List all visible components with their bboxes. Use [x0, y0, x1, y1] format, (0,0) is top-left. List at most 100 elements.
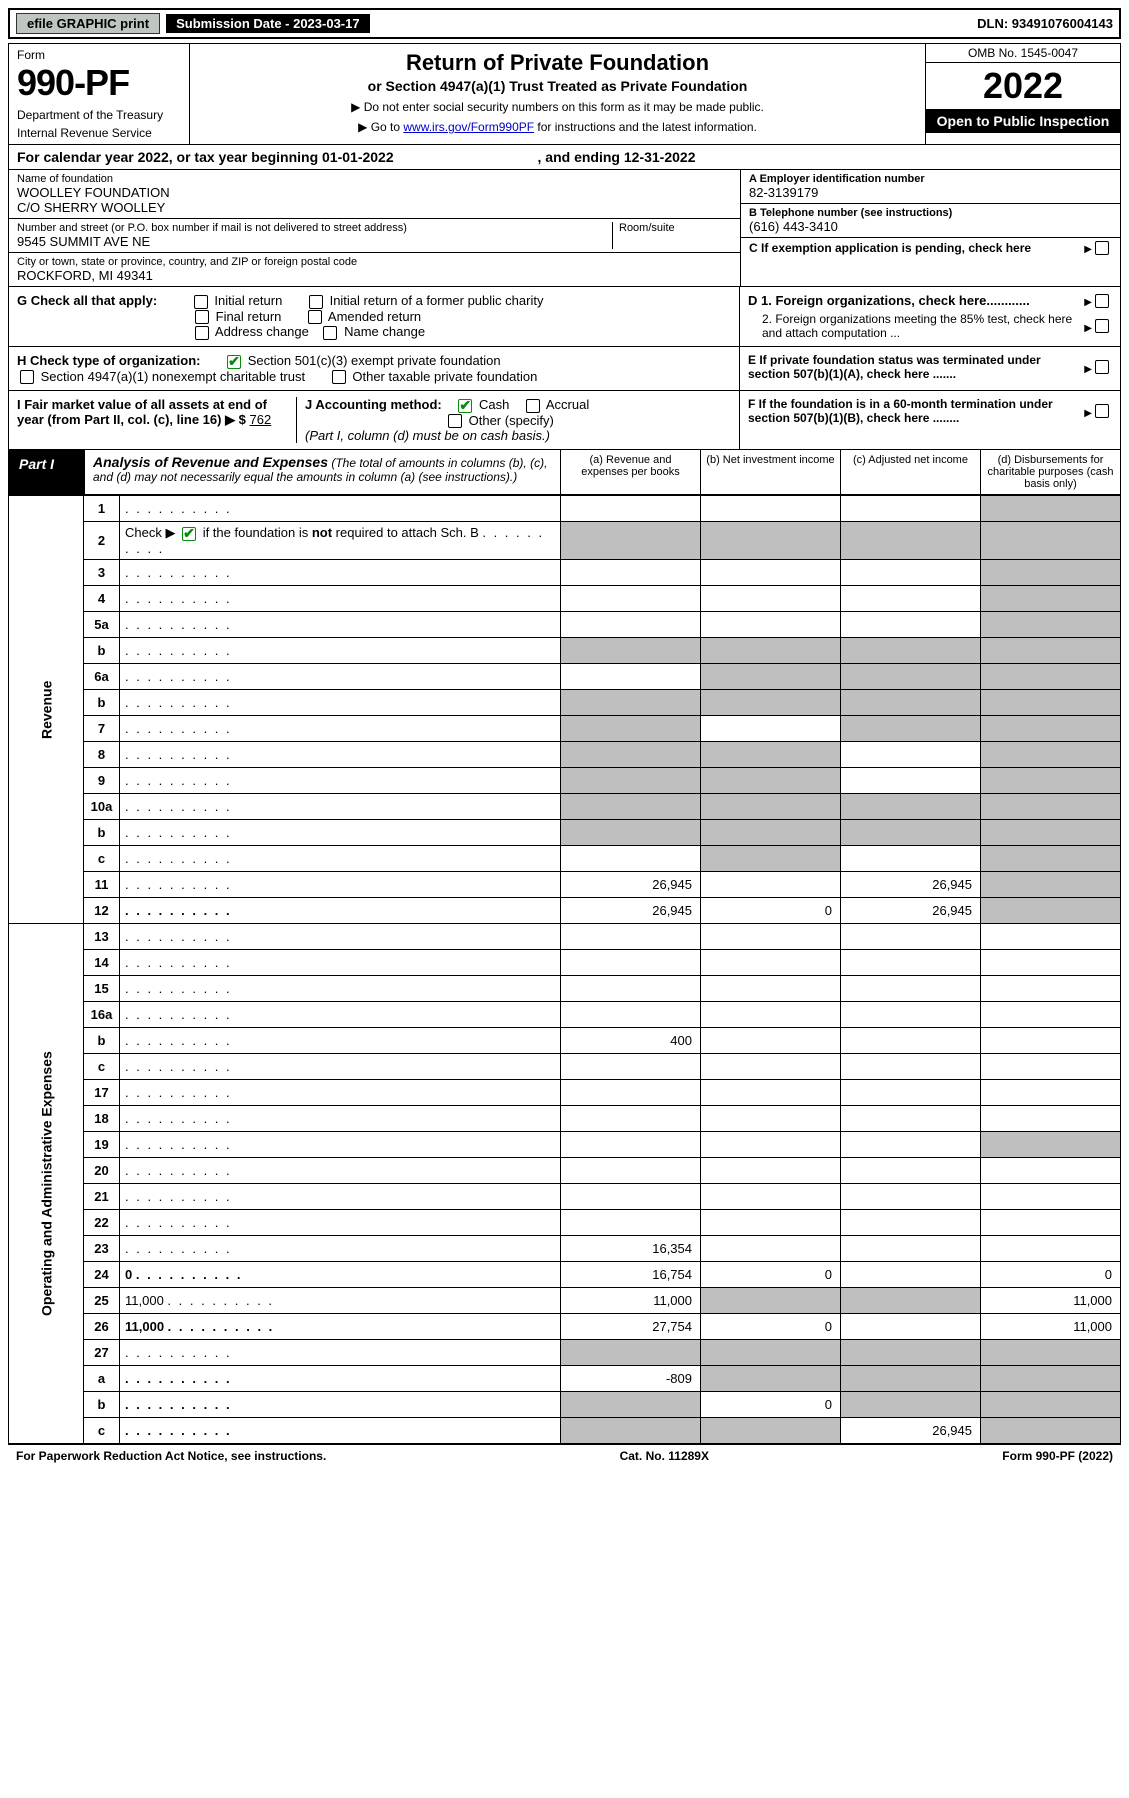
- table-row: 3: [9, 560, 1121, 586]
- f-checkbox[interactable]: [1095, 404, 1109, 418]
- c-checkbox[interactable]: [1095, 241, 1109, 255]
- amount-cell: [841, 690, 981, 716]
- j-accrual: Accrual: [546, 397, 589, 412]
- d2-checkbox[interactable]: [1095, 319, 1109, 333]
- d2-label: 2. Foreign organizations meeting the 85%…: [748, 312, 1084, 340]
- addr-label: Number and street (or P.O. box number if…: [17, 222, 612, 234]
- g-d-row: G Check all that apply: Initial return I…: [8, 287, 1121, 347]
- amount-cell: [701, 1340, 841, 1366]
- side-label: Revenue: [9, 496, 84, 924]
- g-initial-checkbox[interactable]: [194, 295, 208, 309]
- line-number: 4: [84, 586, 120, 612]
- note2-pre: ▶ Go to: [358, 120, 403, 134]
- form-number: 990-PF: [17, 62, 181, 104]
- e-checkbox[interactable]: [1095, 360, 1109, 374]
- g-initial-public-checkbox[interactable]: [309, 295, 323, 309]
- amount-cell: [561, 924, 701, 950]
- form-title: Return of Private Foundation: [200, 50, 915, 76]
- line-number: 8: [84, 742, 120, 768]
- table-row: b: [9, 638, 1121, 664]
- amount-cell: [981, 1418, 1121, 1444]
- j-cash-checkbox[interactable]: [458, 399, 472, 413]
- g-final-checkbox[interactable]: [195, 310, 209, 324]
- g-opt-3: Amended return: [328, 309, 421, 324]
- line-number: 18: [84, 1106, 120, 1132]
- line-desc: [120, 846, 561, 872]
- amount-cell: 26,945: [841, 898, 981, 924]
- submission-date: Submission Date - 2023-03-17: [166, 14, 370, 33]
- line-desc: [120, 1184, 561, 1210]
- table-row: 5a: [9, 612, 1121, 638]
- amount-cell: [841, 976, 981, 1002]
- table-row: 16a: [9, 1002, 1121, 1028]
- amount-cell: [561, 638, 701, 664]
- schb-checkbox[interactable]: [182, 527, 196, 541]
- line-number: 9: [84, 768, 120, 794]
- amount-cell: [841, 1106, 981, 1132]
- amount-cell: [841, 612, 981, 638]
- h-other-checkbox[interactable]: [332, 370, 346, 384]
- info-block: Name of foundation WOOLLEY FOUNDATION C/…: [8, 170, 1121, 287]
- amount-cell: [701, 1028, 841, 1054]
- amount-cell: [701, 612, 841, 638]
- amount-cell: [561, 1054, 701, 1080]
- line-number: 22: [84, 1210, 120, 1236]
- g-amended-checkbox[interactable]: [308, 310, 322, 324]
- amount-cell: [701, 638, 841, 664]
- amount-cell: [561, 1106, 701, 1132]
- amount-cell: [701, 522, 841, 560]
- h-4947-checkbox[interactable]: [20, 370, 34, 384]
- amount-cell: [701, 1002, 841, 1028]
- amount-cell: [561, 1132, 701, 1158]
- line-number: 26: [84, 1314, 120, 1340]
- foundation-name-2: C/O SHERRY WOOLLEY: [17, 200, 732, 215]
- arrow-icon: [1084, 360, 1092, 375]
- calendar-year-row: For calendar year 2022, or tax year begi…: [8, 145, 1121, 170]
- line-desc: Check ▶ if the foundation is not require…: [120, 522, 561, 560]
- amount-cell: [561, 496, 701, 522]
- j-accrual-checkbox[interactable]: [526, 399, 540, 413]
- j-label: J Accounting method:: [305, 397, 442, 412]
- line-number: 11: [84, 872, 120, 898]
- f-section: F If the foundation is in a 60-month ter…: [740, 391, 1120, 449]
- line-desc: [120, 794, 561, 820]
- line-number: 13: [84, 924, 120, 950]
- amount-cell: [981, 612, 1121, 638]
- h-opt-2: Section 4947(a)(1) nonexempt charitable …: [41, 369, 305, 384]
- line-desc: [120, 1340, 561, 1366]
- table-row: 12 26,945026,945: [9, 898, 1121, 924]
- c-cell: C If exemption application is pending, c…: [741, 238, 1120, 258]
- d1-checkbox[interactable]: [1095, 294, 1109, 308]
- efile-print-button[interactable]: efile GRAPHIC print: [16, 13, 160, 34]
- amount-cell: [841, 846, 981, 872]
- g-name-checkbox[interactable]: [323, 326, 337, 340]
- h-501c3-checkbox[interactable]: [227, 355, 241, 369]
- ein-cell: A Employer identification number 82-3139…: [741, 170, 1120, 204]
- phone-value: (616) 443-3410: [749, 219, 1112, 234]
- line-desc: 0: [120, 1262, 561, 1288]
- h-label: H Check type of organization:: [17, 353, 200, 368]
- amount-cell: [981, 1106, 1121, 1132]
- amount-cell: [701, 976, 841, 1002]
- amount-cell: [701, 1080, 841, 1106]
- amount-cell: [701, 1366, 841, 1392]
- line-desc: [120, 1002, 561, 1028]
- amount-cell: 0: [701, 1392, 841, 1418]
- line-number: 7: [84, 716, 120, 742]
- line-desc: [120, 898, 561, 924]
- line-number: 25: [84, 1288, 120, 1314]
- amount-cell: 26,945: [561, 898, 701, 924]
- calyear-mid: , and ending: [538, 149, 624, 165]
- line-number: 15: [84, 976, 120, 1002]
- line-desc: [120, 950, 561, 976]
- j-other-checkbox[interactable]: [448, 414, 462, 428]
- dln: DLN: 93491076004143: [977, 16, 1113, 31]
- amount-cell: [701, 586, 841, 612]
- g-address-checkbox[interactable]: [195, 326, 209, 340]
- i-value: 762: [250, 412, 272, 427]
- table-row: a -809: [9, 1366, 1121, 1392]
- note2-post: for instructions and the latest informat…: [534, 120, 757, 134]
- amount-cell: [981, 1184, 1121, 1210]
- irs-link[interactable]: www.irs.gov/Form990PF: [403, 120, 534, 134]
- h-e-row: H Check type of organization: Section 50…: [8, 347, 1121, 391]
